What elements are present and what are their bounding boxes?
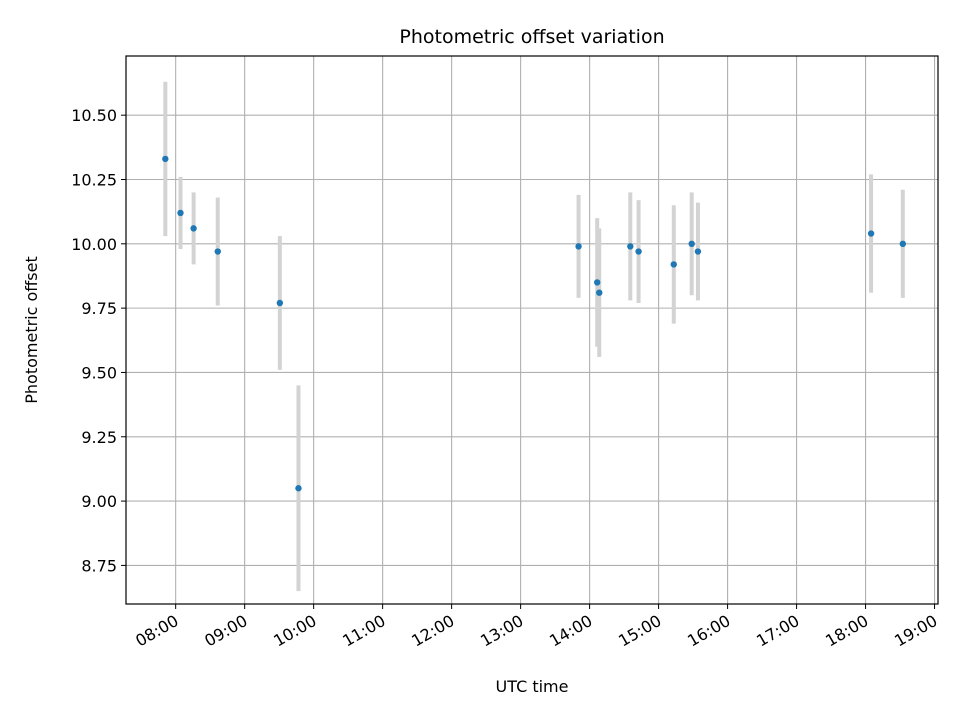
y-tick-label: 9.00 [81, 492, 117, 511]
data-point [688, 240, 695, 248]
x-axis-label: UTC time [496, 677, 569, 696]
y-tick-label: 9.25 [81, 428, 117, 447]
y-tick-label: 10.50 [71, 106, 117, 125]
data-point [276, 299, 284, 307]
y-tick-label: 8.75 [81, 556, 117, 575]
data-point [162, 155, 169, 163]
y-tick-label: 10.00 [71, 235, 117, 254]
data-point [190, 225, 197, 232]
y-tick-label: 9.75 [81, 299, 117, 318]
axes-frame [125, 55, 939, 605]
data-point [596, 289, 603, 296]
data-point [575, 243, 582, 250]
data-point [627, 243, 634, 250]
y-tick-label: 10.25 [71, 170, 117, 189]
y-tick-label: 9.50 [81, 363, 117, 382]
y-axis-label: Photometric offset [22, 256, 41, 404]
data-point [670, 261, 677, 268]
data-point [899, 240, 907, 248]
grid [126, 56, 938, 604]
chart-title: Photometric offset variation [399, 26, 664, 48]
data-point [177, 209, 184, 217]
data-point [214, 248, 221, 255]
data-points [162, 155, 907, 492]
data-point [694, 248, 702, 255]
data-point [295, 485, 302, 492]
data-point [593, 279, 601, 286]
data-point [635, 248, 642, 255]
data-point [867, 230, 875, 237]
